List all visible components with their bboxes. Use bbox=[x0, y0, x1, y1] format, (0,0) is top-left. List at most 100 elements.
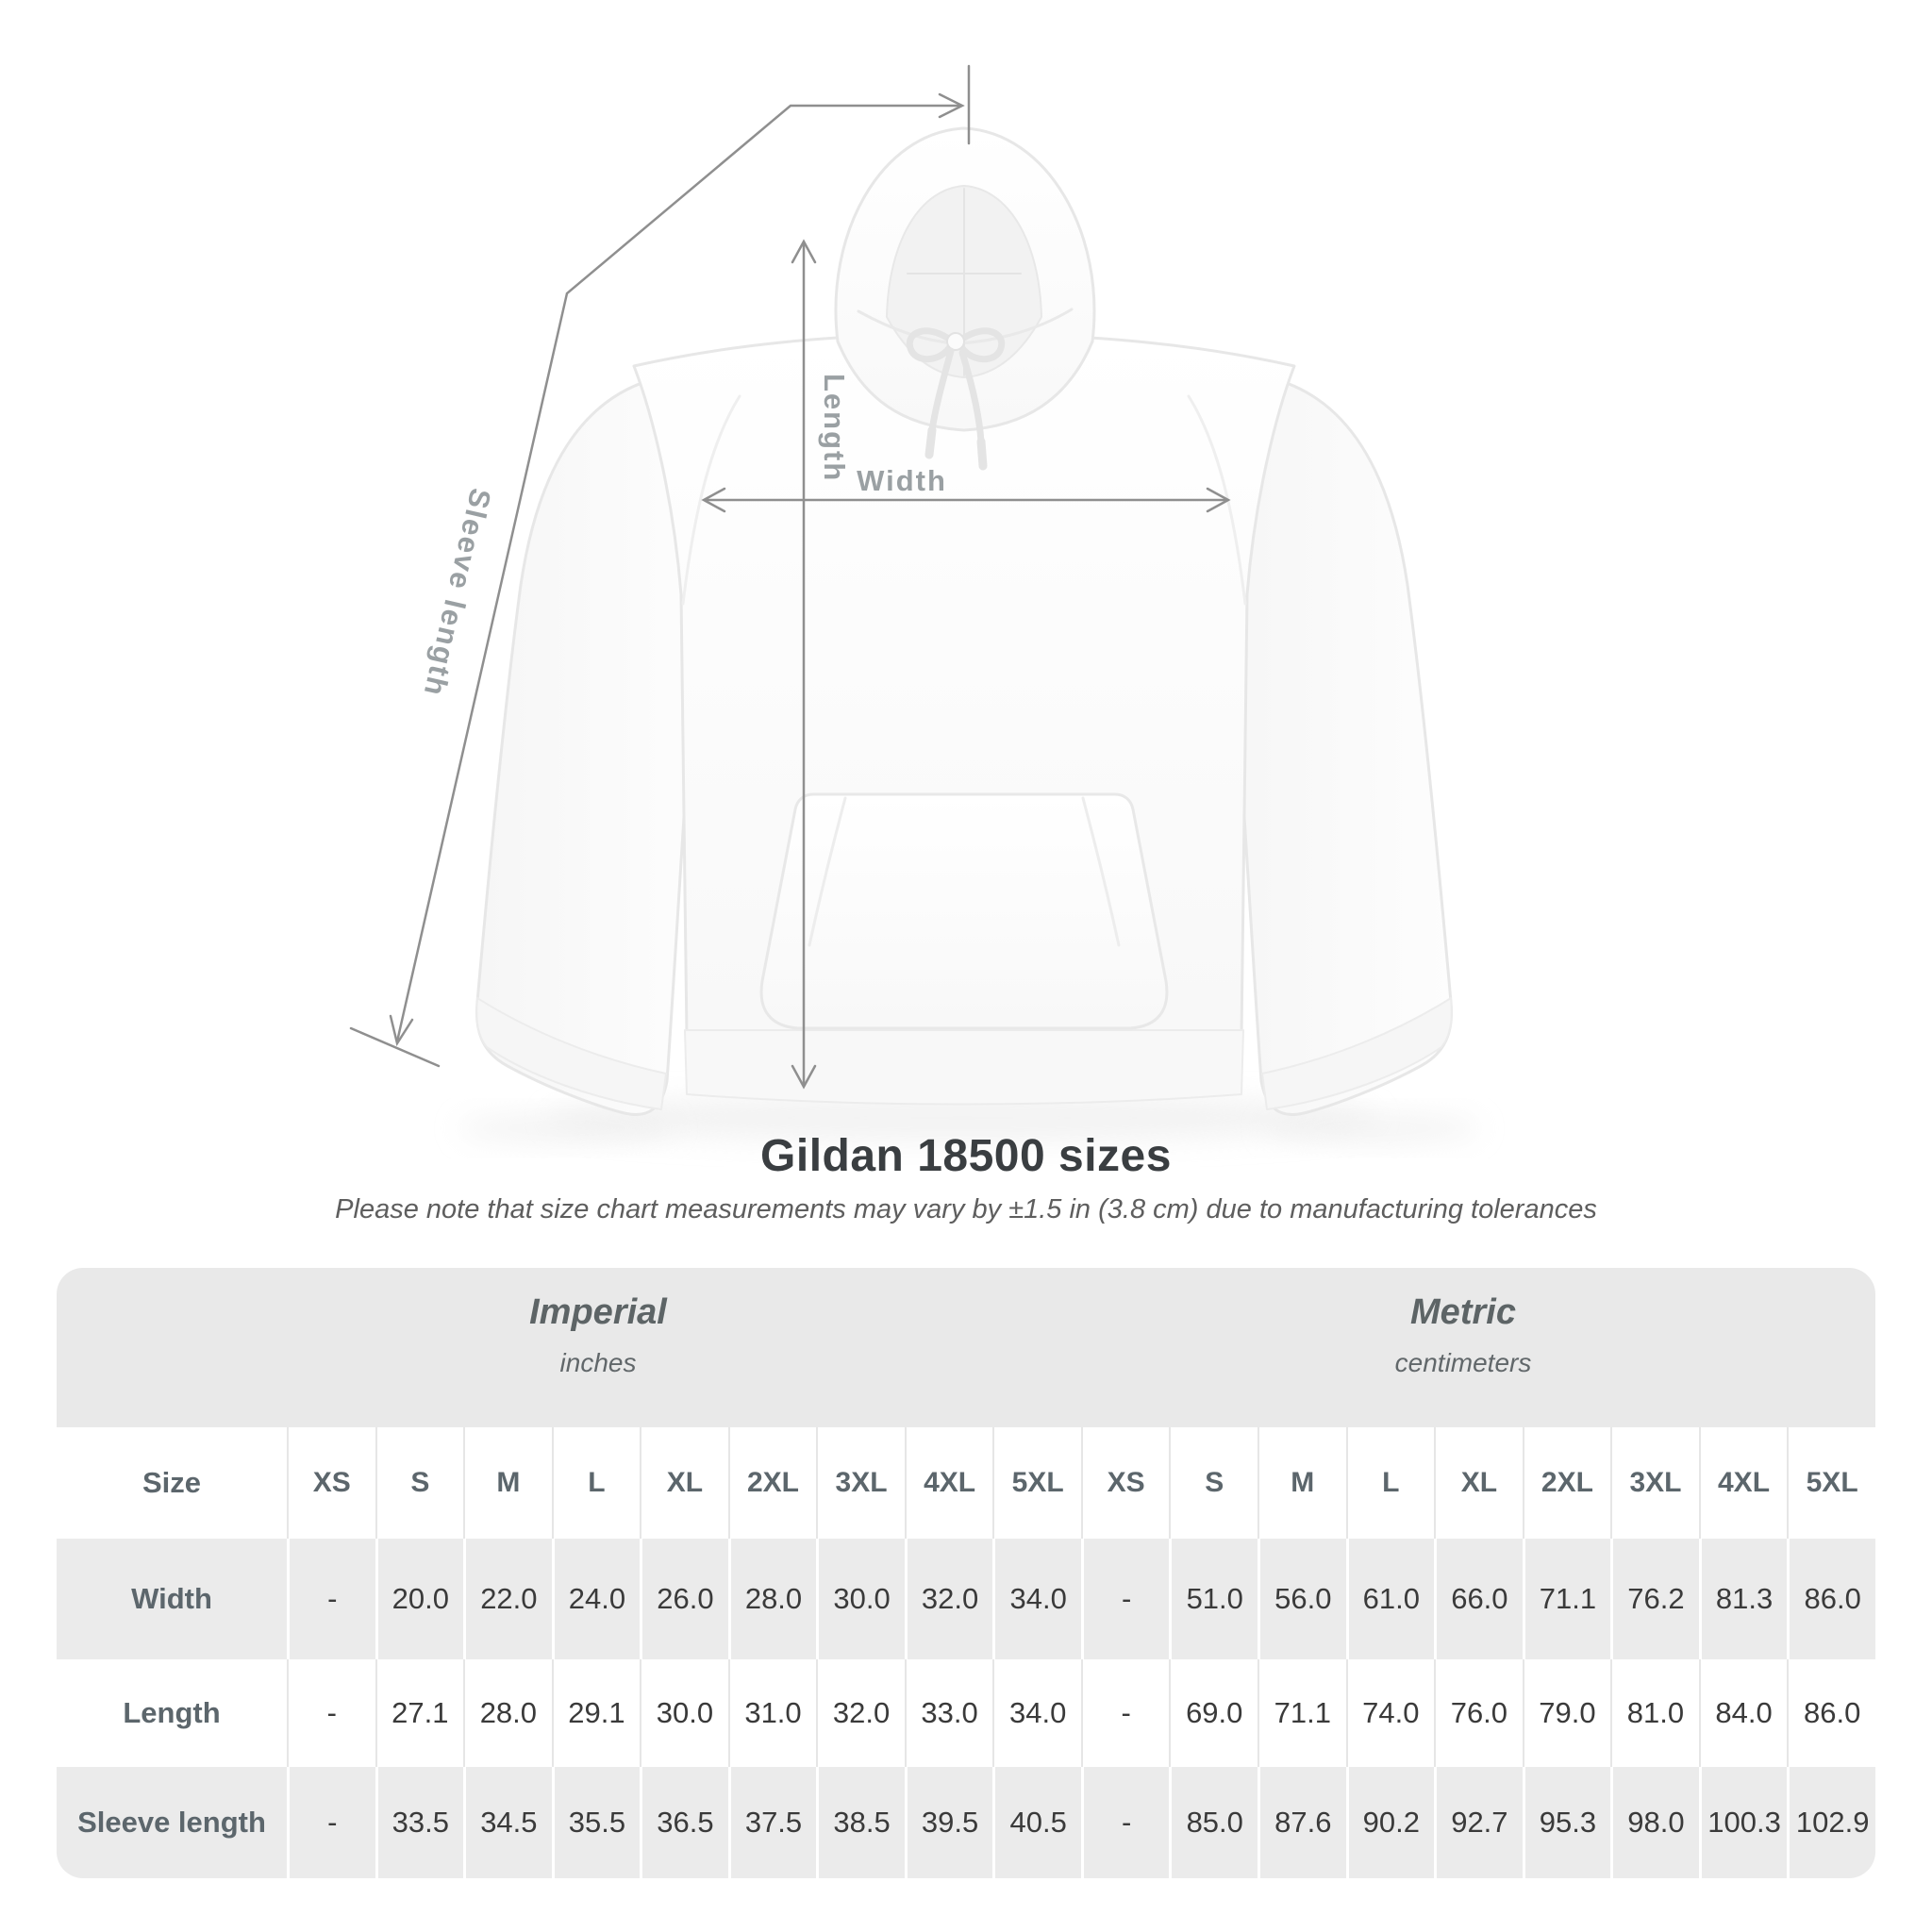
page-subtitle: Please note that size chart measurements… bbox=[335, 1194, 1597, 1224]
width-arrowhead-right bbox=[1206, 487, 1231, 513]
width-value: 56.0 bbox=[1257, 1539, 1346, 1659]
width-value: 81.3 bbox=[1698, 1539, 1788, 1659]
length-row: Length - 27.1 28.0 29.1 30.0 31.0 32.0 3… bbox=[57, 1659, 1875, 1767]
size-header-cell: S bbox=[375, 1427, 464, 1539]
metric-header: Metric centimeters bbox=[1051, 1292, 1875, 1378]
sleeve-value: 87.6 bbox=[1257, 1767, 1346, 1878]
width-value: 24.0 bbox=[551, 1539, 641, 1659]
sleeve-annotation-label: Sleeve length bbox=[417, 485, 497, 700]
width-value: 66.0 bbox=[1434, 1539, 1523, 1659]
sleeve-value: 37.5 bbox=[727, 1767, 817, 1878]
hoodie-pocket bbox=[759, 792, 1169, 1030]
length-arrowhead-top bbox=[791, 239, 817, 264]
width-value: 32.0 bbox=[904, 1539, 993, 1659]
width-value: 76.2 bbox=[1610, 1539, 1699, 1659]
length-value: 86.0 bbox=[1787, 1659, 1875, 1767]
hoodie-left-cuff bbox=[475, 997, 667, 1110]
length-value: 81.0 bbox=[1610, 1659, 1699, 1767]
size-table: Imperial inches Metric centimeters Size … bbox=[57, 1268, 1875, 1878]
hoodie-illustration bbox=[475, 126, 1454, 1116]
size-header-cell: L bbox=[551, 1427, 641, 1539]
size-header-cell: 3XL bbox=[1610, 1427, 1699, 1539]
sleeve-value: 95.3 bbox=[1522, 1767, 1611, 1878]
length-value: 28.0 bbox=[463, 1659, 552, 1767]
hoodie-armhole-seams bbox=[681, 394, 1247, 606]
size-header-cell: S bbox=[1169, 1427, 1258, 1539]
sleeve-value: 36.5 bbox=[640, 1767, 728, 1878]
sleeve-value: 98.0 bbox=[1610, 1767, 1699, 1878]
sleeve-value: 92.7 bbox=[1434, 1767, 1523, 1878]
size-header-cell: 5XL bbox=[1787, 1427, 1875, 1539]
length-value: 84.0 bbox=[1698, 1659, 1788, 1767]
size-header-cell: XS bbox=[1080, 1427, 1170, 1539]
garment-shadow bbox=[458, 1093, 1481, 1143]
size-header-cell: 3XL bbox=[816, 1427, 905, 1539]
width-value: 22.0 bbox=[463, 1539, 552, 1659]
length-value: 76.0 bbox=[1434, 1659, 1523, 1767]
size-header-cell: M bbox=[1257, 1427, 1346, 1539]
sleeve-value: 90.2 bbox=[1345, 1767, 1435, 1878]
sleeve-value: 100.3 bbox=[1698, 1767, 1788, 1878]
hoodie-pocket-opening-seams bbox=[808, 796, 1121, 947]
width-value: 20.0 bbox=[375, 1539, 464, 1659]
hoodie-drawstring bbox=[906, 327, 1006, 471]
sleeve-value: - bbox=[1080, 1767, 1170, 1878]
size-header-cell: 2XL bbox=[1522, 1427, 1611, 1539]
length-value: 32.0 bbox=[816, 1659, 905, 1767]
hoodie-right-cuff bbox=[1261, 997, 1453, 1110]
metric-title: Metric bbox=[1410, 1292, 1516, 1332]
size-header-cell: 2XL bbox=[727, 1427, 817, 1539]
size-header-cell: L bbox=[1345, 1427, 1435, 1539]
sleeve-value: 34.5 bbox=[463, 1767, 552, 1878]
sleeve-value: 85.0 bbox=[1169, 1767, 1258, 1878]
width-value: - bbox=[1080, 1539, 1170, 1659]
width-value: 51.0 bbox=[1169, 1539, 1258, 1659]
sleeve-arrowhead-top bbox=[938, 92, 965, 119]
length-value: 69.0 bbox=[1169, 1659, 1258, 1767]
row-label: Length bbox=[57, 1659, 287, 1767]
imperial-header: Imperial inches bbox=[57, 1292, 1140, 1378]
size-header-cell: XL bbox=[1434, 1427, 1523, 1539]
sleeve-arrowhead-bottom bbox=[389, 1014, 414, 1047]
width-value: 34.0 bbox=[992, 1539, 1081, 1659]
width-value: 30.0 bbox=[816, 1539, 905, 1659]
length-annotation-label: Length bbox=[818, 374, 851, 482]
size-header-cell: 4XL bbox=[1698, 1427, 1788, 1539]
width-value: 86.0 bbox=[1787, 1539, 1875, 1659]
length-arrowhead-bottom bbox=[791, 1064, 817, 1090]
width-value: 71.1 bbox=[1522, 1539, 1611, 1659]
sleeve-value: 102.9 bbox=[1787, 1767, 1875, 1878]
size-header-cell: 5XL bbox=[992, 1427, 1081, 1539]
size-header-cell: 4XL bbox=[904, 1427, 993, 1539]
metric-unit: centimeters bbox=[1394, 1348, 1532, 1377]
width-row: Width - 20.0 22.0 24.0 26.0 28.0 30.0 32… bbox=[57, 1539, 1875, 1659]
row-label: Sleeve length bbox=[57, 1767, 287, 1878]
width-value: 26.0 bbox=[640, 1539, 728, 1659]
sleeve-value: 38.5 bbox=[816, 1767, 905, 1878]
hoodie-hem-band bbox=[684, 1029, 1244, 1106]
imperial-title: Imperial bbox=[529, 1292, 667, 1332]
length-value: 33.0 bbox=[904, 1659, 993, 1767]
length-value: 31.0 bbox=[727, 1659, 817, 1767]
unit-header-band: Imperial inches Metric centimeters bbox=[57, 1268, 1875, 1427]
hoodie-figure: Length Width Sleeve length bbox=[349, 64, 1481, 1143]
imperial-unit: inches bbox=[559, 1348, 637, 1377]
sleeve-value: - bbox=[287, 1767, 375, 1878]
sleeve-length-arrow bbox=[395, 104, 962, 1043]
sleeve-value: 35.5 bbox=[551, 1767, 641, 1878]
width-value: 28.0 bbox=[727, 1539, 817, 1659]
length-value: - bbox=[287, 1659, 375, 1767]
length-value: - bbox=[1080, 1659, 1170, 1767]
length-value: 71.1 bbox=[1257, 1659, 1346, 1767]
sleeve-length-row: Sleeve length - 33.5 34.5 35.5 36.5 37.5… bbox=[57, 1767, 1875, 1878]
size-header-cell: XL bbox=[640, 1427, 728, 1539]
size-header-cell: M bbox=[463, 1427, 552, 1539]
length-value: 79.0 bbox=[1522, 1659, 1611, 1767]
sleeve-value: 39.5 bbox=[904, 1767, 993, 1878]
size-column-header: Size bbox=[57, 1427, 287, 1539]
measurements-table: Size XS S M L XL 2XL 3XL 4XL 5XL XS S M … bbox=[57, 1427, 1875, 1878]
row-label: Width bbox=[57, 1539, 287, 1659]
width-annotation-label: Width bbox=[857, 464, 947, 497]
length-value: 29.1 bbox=[551, 1659, 641, 1767]
